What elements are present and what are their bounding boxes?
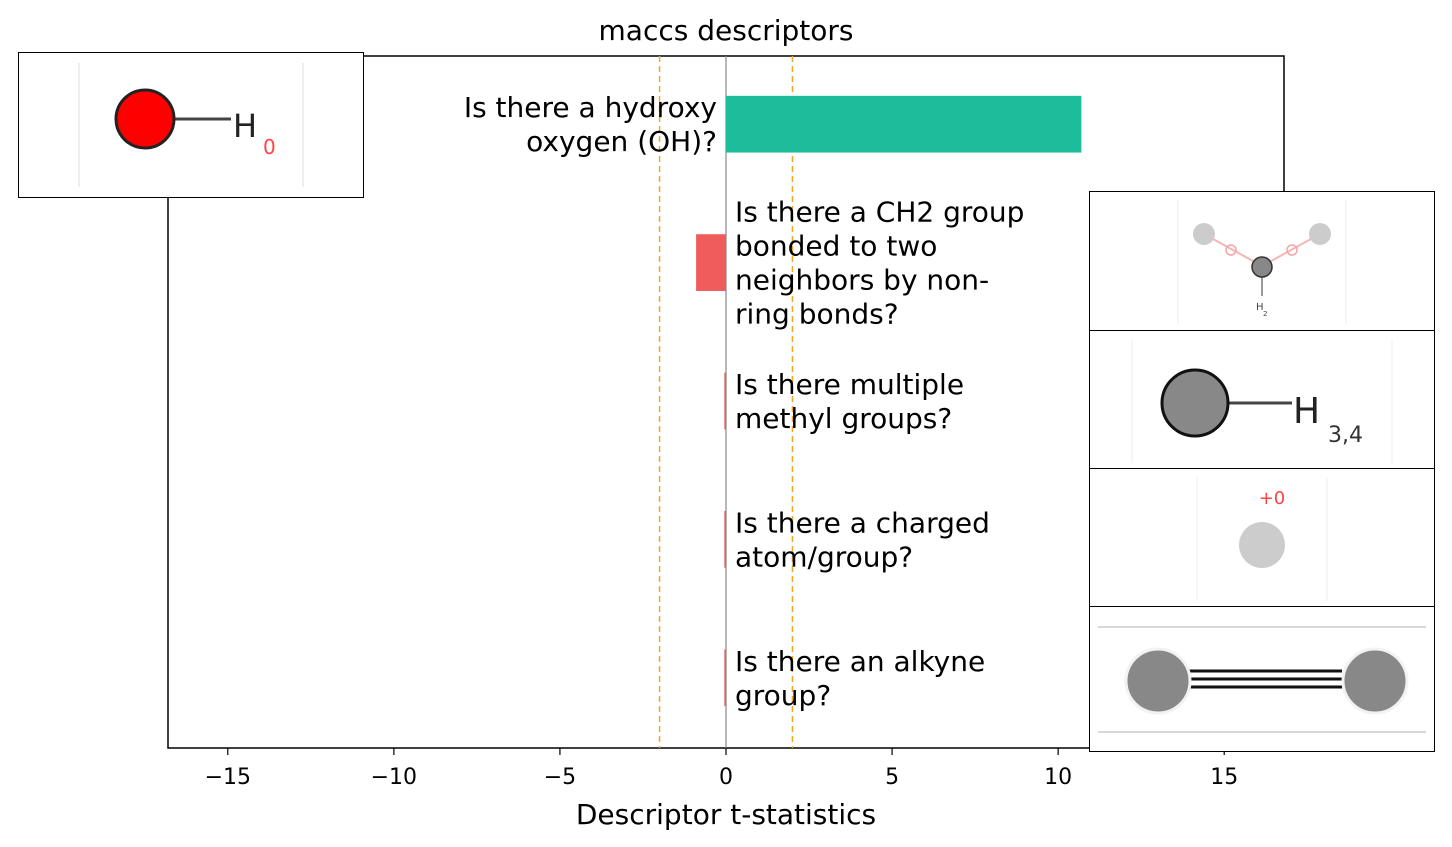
x-tick-label-0: −15 <box>205 765 251 790</box>
category-label-1-line-2: neighbors by non- <box>735 264 989 297</box>
x-tick-label-4: 5 <box>885 765 899 790</box>
category-label-3-line-0: Is there a charged <box>735 506 990 539</box>
category-label-1-line-1: bonded to two <box>735 230 937 263</box>
category-label-3-line-1: atom/group? <box>735 540 913 573</box>
bar-4 <box>724 649 726 707</box>
molecule-methyl-image: H 3,4 <box>1089 330 1435 470</box>
ch2-index-label: 2 <box>1263 310 1267 318</box>
category-label-0-line-0: Is there a hydroxy <box>464 91 717 124</box>
methyl-h-label: H <box>1293 391 1320 432</box>
category-label-0-line-1: oxygen (OH)? <box>526 125 717 158</box>
category-label-1-line-0: Is there a CH2 group <box>735 196 1024 229</box>
x-axis-ticks: −15 −10 −5 0 5 10 15 <box>205 748 1238 790</box>
molecule-ch2-image: H 2 <box>1089 191 1435 331</box>
bar-2 <box>724 372 726 430</box>
category-label-1-line-3: ring bonds? <box>735 298 899 331</box>
bar-0 <box>726 95 1082 153</box>
chart-title: maccs descriptors <box>599 14 854 47</box>
x-tick-label-5: 10 <box>1044 765 1072 790</box>
molecule-alkyne-image <box>1089 606 1435 752</box>
hydroxy-h-label: H <box>233 107 257 145</box>
category-label-4-line-1: group? <box>735 679 831 712</box>
hydroxy-index-label: 0 <box>263 135 276 159</box>
x-tick-label-1: −10 <box>371 765 417 790</box>
bar-1 <box>696 234 726 291</box>
x-tick-label-3: 0 <box>719 765 733 790</box>
molecule-hydroxy-image: H 0 <box>18 52 364 198</box>
category-label-2-line-0: Is there multiple <box>735 368 964 401</box>
x-tick-label-6: 15 <box>1210 765 1238 790</box>
bars-layer <box>658 56 1082 748</box>
bar-3 <box>724 511 726 568</box>
x-axis-label: Descriptor t-statistics <box>576 798 876 831</box>
charged-charge-label: +0 <box>1259 488 1286 509</box>
molecule-charged-image: +0 <box>1089 468 1435 608</box>
x-tick-label-2: −5 <box>544 765 576 790</box>
ch2-h-label: H <box>1256 302 1264 313</box>
category-label-2-line-1: methyl groups? <box>735 402 952 435</box>
methyl-index-label: 3,4 <box>1328 423 1363 448</box>
category-label-4-line-0: Is there an alkyne <box>735 645 985 678</box>
